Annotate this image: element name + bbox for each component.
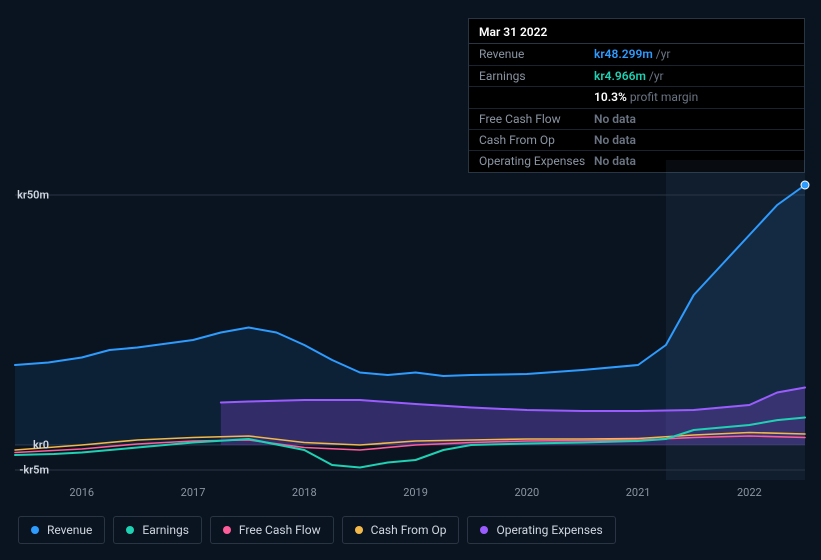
y-axis-label: -kr5m [19, 464, 49, 477]
tooltip-key [479, 90, 594, 104]
x-axis-label: 2017 [181, 486, 206, 499]
tooltip-key: Revenue [479, 47, 594, 61]
x-axis-label: 2021 [626, 486, 651, 499]
x-axis-label: 2022 [737, 486, 762, 499]
chart-plot-area: kr50m kr0 -kr5m [15, 160, 805, 480]
legend-item-earnings[interactable]: Earnings [113, 516, 202, 544]
tooltip-row: 10.3% profit margin [469, 87, 804, 108]
x-axis-label: 2018 [292, 486, 317, 499]
tooltip-value: kr48.299m /yr [594, 47, 794, 61]
legend-item-cash-from-op[interactable]: Cash From Op [342, 516, 460, 544]
tooltip-row: Cash From OpNo data [469, 130, 804, 151]
x-axis-labels: 2016 2017 2018 2019 2020 2021 2022 [15, 486, 805, 502]
legend-label: Free Cash Flow [239, 523, 321, 537]
tooltip-row: Revenuekr48.299m /yr [469, 44, 804, 65]
y-axis-label: kr0 [33, 439, 49, 452]
tooltip-key: Free Cash Flow [479, 112, 594, 126]
legend-label: Revenue [47, 523, 92, 537]
tooltip-row: Earningskr4.966m /yr [469, 66, 804, 87]
legend-dot-icon [223, 526, 231, 534]
tooltip-key: Cash From Op [479, 133, 594, 147]
tooltip-value: 10.3% profit margin [594, 90, 794, 104]
chart-tooltip: Mar 31 2022 Revenuekr48.299m /yrEarnings… [468, 18, 805, 173]
tooltip-value: kr4.966m /yr [594, 69, 794, 83]
tooltip-value: No data [594, 133, 794, 147]
tooltip-value: No data [594, 112, 794, 126]
legend-item-revenue[interactable]: Revenue [18, 516, 105, 544]
x-axis-label: 2019 [403, 486, 428, 499]
legend-item-operating-expenses[interactable]: Operating Expenses [467, 516, 615, 544]
legend-dot-icon [31, 526, 39, 534]
tooltip-row: Free Cash FlowNo data [469, 109, 804, 130]
legend-dot-icon [480, 526, 488, 534]
legend-dot-icon [355, 526, 363, 534]
tooltip-rows: Revenuekr48.299m /yrEarningskr4.966m /yr… [469, 44, 804, 171]
legend-item-free-cash-flow[interactable]: Free Cash Flow [210, 516, 334, 544]
legend-dot-icon [126, 526, 134, 534]
legend: Revenue Earnings Free Cash Flow Cash From O… [18, 516, 616, 544]
legend-label: Earnings [142, 523, 189, 537]
legend-label: Operating Expenses [496, 523, 602, 537]
chart-svg [15, 160, 805, 480]
tooltip-date: Mar 31 2022 [469, 19, 804, 44]
legend-label: Cash From Op [371, 523, 447, 537]
x-axis-label: 2020 [514, 486, 539, 499]
y-axis-label: kr50m [17, 189, 49, 202]
tooltip-key: Earnings [479, 69, 594, 83]
x-axis-label: 2016 [69, 486, 94, 499]
